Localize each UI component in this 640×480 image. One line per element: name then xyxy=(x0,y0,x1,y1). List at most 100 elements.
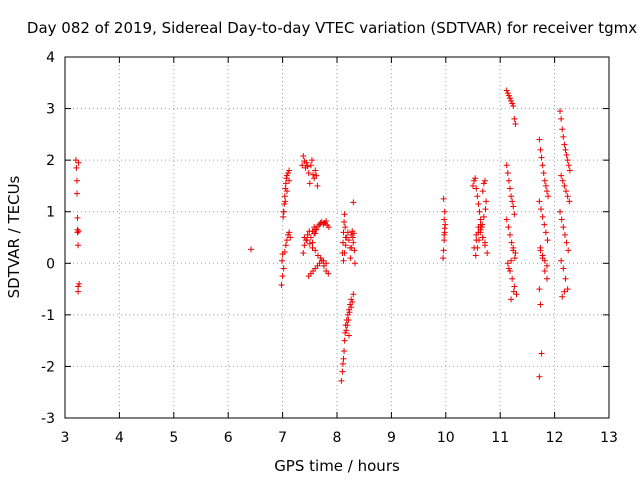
data-point xyxy=(506,231,513,238)
data-point xyxy=(282,242,289,249)
x-tick-label: 4 xyxy=(115,430,124,446)
x-tick-label: 11 xyxy=(491,430,509,446)
data-point xyxy=(539,255,546,262)
data-point xyxy=(559,126,566,133)
data-point xyxy=(339,249,346,256)
data-point xyxy=(562,146,569,153)
data-point xyxy=(305,170,312,177)
data-point xyxy=(341,211,348,218)
data-point xyxy=(281,248,288,255)
data-point xyxy=(320,257,327,264)
data-point xyxy=(482,206,489,213)
y-tick-label: -3 xyxy=(41,411,55,427)
data-point xyxy=(75,288,82,295)
data-point xyxy=(504,170,511,177)
data-point xyxy=(283,237,290,244)
x-tick-label: 13 xyxy=(600,430,618,446)
data-point xyxy=(557,108,564,115)
data-point xyxy=(342,234,349,241)
data-point xyxy=(313,172,320,179)
data-point xyxy=(350,230,357,237)
data-point xyxy=(307,162,314,169)
data-point xyxy=(282,198,289,205)
data-point xyxy=(300,249,307,256)
data-point xyxy=(542,229,549,236)
data-point xyxy=(344,322,351,329)
data-point xyxy=(508,193,515,200)
data-point xyxy=(342,224,349,231)
data-point xyxy=(303,159,310,166)
data-point xyxy=(538,154,545,161)
data-point xyxy=(484,249,491,256)
data-point xyxy=(563,151,570,158)
x-tick-label: 6 xyxy=(224,430,233,446)
data-point xyxy=(343,327,350,334)
data-point xyxy=(562,275,569,282)
data-point xyxy=(476,208,483,215)
y-tick-label: 3 xyxy=(46,102,55,118)
data-point xyxy=(508,257,515,264)
data-point xyxy=(248,246,255,253)
data-point xyxy=(340,257,347,264)
data-point xyxy=(351,247,358,254)
data-point xyxy=(474,193,481,200)
data-point xyxy=(537,247,544,254)
data-point xyxy=(508,296,515,303)
data-point xyxy=(338,377,345,384)
data-point xyxy=(537,146,544,153)
data-point xyxy=(481,239,488,246)
data-point xyxy=(505,177,512,184)
data-point xyxy=(280,213,287,220)
data-point xyxy=(511,211,518,218)
data-point xyxy=(349,298,356,305)
data-point xyxy=(509,100,516,107)
grid-lines xyxy=(65,57,609,418)
data-point xyxy=(473,237,480,244)
data-point xyxy=(470,182,476,189)
data-point xyxy=(566,167,573,174)
data-point xyxy=(306,240,313,247)
data-point xyxy=(441,225,448,232)
data-point xyxy=(558,172,565,179)
data-point xyxy=(510,244,517,251)
data-point xyxy=(283,188,290,195)
y-tick-label: 4 xyxy=(46,50,55,66)
data-point xyxy=(323,260,330,267)
data-point xyxy=(349,234,356,241)
data-point xyxy=(509,275,516,282)
x-tick-label: 3 xyxy=(61,430,70,446)
data-point xyxy=(508,239,515,246)
data-point xyxy=(339,368,346,375)
data-point xyxy=(278,281,285,288)
data-point xyxy=(440,195,447,202)
data-point xyxy=(350,199,357,206)
data-point xyxy=(512,249,519,256)
data-point xyxy=(280,265,287,272)
data-point xyxy=(563,239,570,246)
data-point xyxy=(323,217,330,224)
data-point xyxy=(536,286,543,293)
data-point xyxy=(339,360,346,367)
data-point xyxy=(473,231,480,238)
data-point xyxy=(310,171,317,178)
data-point xyxy=(281,193,288,200)
data-point xyxy=(304,231,311,238)
chart-title: Day 082 of 2019, Sidereal Day-to-day VTE… xyxy=(27,19,637,37)
data-point xyxy=(73,190,80,197)
y-tick-label: 0 xyxy=(46,256,55,272)
data-point xyxy=(283,175,290,182)
data-point xyxy=(565,162,572,169)
data-point xyxy=(559,177,566,184)
data-point xyxy=(541,177,548,184)
data-point xyxy=(504,90,511,97)
data-point xyxy=(314,252,321,259)
data-point xyxy=(471,177,478,184)
data-point xyxy=(441,237,448,244)
data-point xyxy=(345,332,352,339)
data-point xyxy=(538,206,544,213)
data-point xyxy=(511,283,518,290)
data-point xyxy=(539,162,546,169)
data-point xyxy=(564,286,571,293)
x-tick-label: 12 xyxy=(546,430,564,446)
